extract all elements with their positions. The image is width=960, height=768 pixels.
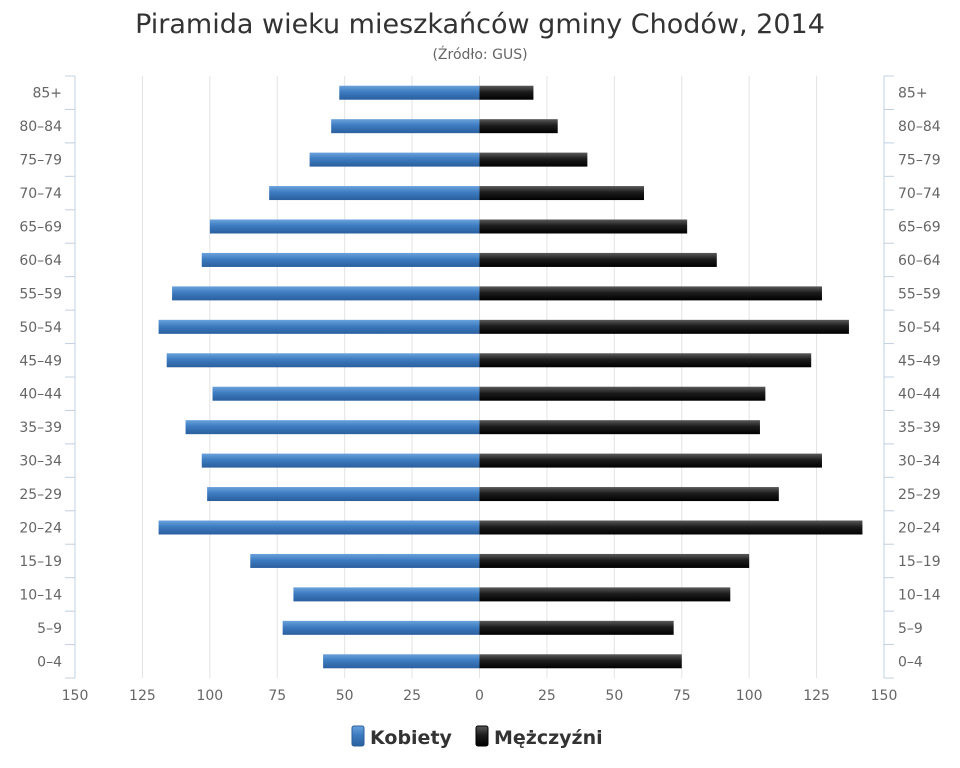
bars [158,85,863,669]
x-tick-label: 50 [605,688,623,704]
y-tick-label-left: 15–19 [19,554,62,570]
y-tick-label-left: 45–49 [19,353,62,369]
legend[interactable]: Kobiety Mężczyźni [351,725,603,749]
x-tick-label: 50 [336,688,354,704]
bar-women-40-44[interactable] [212,386,480,401]
y-tick-label-right: 0–4 [898,654,923,670]
y-tick-label-left: 30–34 [19,454,62,470]
bar-men-45-49[interactable] [479,353,812,368]
x-tick-label: 0 [475,688,484,704]
y-tick-label-right: 75–79 [898,153,941,169]
bar-men-10-14[interactable] [479,587,731,602]
y-tick-label-left: 10–14 [19,587,62,603]
y-tick-label-left: 75–79 [19,153,62,169]
y-tick-label-right: 70–74 [898,186,941,202]
bar-women-20-24[interactable] [158,520,480,535]
y-tick-label-right: 65–69 [898,220,941,236]
bar-women-70-74[interactable] [269,186,480,201]
y-tick-label-right: 10–14 [898,587,941,603]
bar-women-30-34[interactable] [201,453,480,468]
x-tick-label: 125 [129,688,156,704]
y-tick-label-right: 5–9 [898,621,923,637]
x-tick-label: 100 [736,688,763,704]
bar-men-65-69[interactable] [479,219,688,234]
bar-men-70-74[interactable] [479,186,644,201]
y-tick-label-right: 40–44 [898,387,941,403]
y-tick-label-left: 0–4 [37,654,62,670]
bar-women-55-59[interactable] [172,286,480,301]
bar-women-15-19[interactable] [250,553,480,568]
bar-men-15-19[interactable] [479,553,750,568]
bar-women-5-9[interactable] [282,620,480,635]
y-tick-label-right: 80–84 [898,119,941,135]
y-tick-label-right: 45–49 [898,353,941,369]
x-tick-label: 25 [538,688,556,704]
y-tick-label-right: 30–34 [898,454,941,470]
x-tick-label: 75 [268,688,286,704]
y-tick-label-left: 20–24 [19,521,62,537]
y-tick-label-right: 85+ [898,86,928,102]
bar-men-55-59[interactable] [479,286,822,301]
x-tick-label: 150 [871,688,898,704]
y-tick-label-right: 35–39 [898,420,941,436]
x-tick-label: 100 [196,688,223,704]
y-tick-label-right: 20–24 [898,521,941,537]
bar-men-20-24[interactable] [479,520,863,535]
y-tick-label-right: 60–64 [898,253,941,269]
y-tick-label-left: 80–84 [19,119,62,135]
axes [65,75,894,679]
bar-men-35-39[interactable] [479,420,760,435]
bar-women-25-29[interactable] [207,487,480,502]
y-tick-label-left: 35–39 [19,420,62,436]
y-tick-label-left: 25–29 [19,487,62,503]
y-tick-label-left: 55–59 [19,286,62,302]
bar-men-30-34[interactable] [479,453,822,468]
chart-title: Piramida wieku mieszkańców gminy Chodów,… [135,9,825,40]
legend-swatch-men[interactable] [475,725,489,747]
bar-women-60-64[interactable] [201,252,480,267]
y-tick-label-left: 85+ [32,86,62,102]
legend-swatch-women[interactable] [351,725,365,747]
bar-men-60-64[interactable] [479,252,717,267]
y-tick-label-left: 70–74 [19,186,62,202]
bar-men-40-44[interactable] [479,386,766,401]
bar-men-75-79[interactable] [479,152,588,167]
bar-women-65-69[interactable] [209,219,480,234]
bar-men-5-9[interactable] [479,620,674,635]
y-tick-label-left: 50–54 [19,320,62,336]
y-tick-label-right: 55–59 [898,286,941,302]
bar-men-50-54[interactable] [479,319,849,334]
tick-labels: 150 125 100 75 50 25 0 25 50 75 100 125 150 85+ 85+ 80–… [19,86,940,704]
y-tick-label-right: 25–29 [898,487,941,503]
bar-women-85+[interactable] [339,85,480,100]
y-tick-label-left: 60–64 [19,253,62,269]
bar-women-0-4[interactable] [323,654,480,669]
bar-women-10-14[interactable] [293,587,480,602]
bar-men-25-29[interactable] [479,487,779,502]
bar-women-80-84[interactable] [331,119,480,134]
y-tick-label-right: 50–54 [898,320,941,336]
chart-subtitle: (Źródło: GUS) [432,45,527,63]
y-tick-label-left: 65–69 [19,220,62,236]
bar-women-50-54[interactable] [158,319,480,334]
bar-men-80-84[interactable] [479,119,558,134]
y-tick-label-left: 40–44 [19,387,62,403]
x-tick-label: 125 [803,688,830,704]
x-tick-label: 25 [403,688,421,704]
bar-men-85+[interactable] [479,85,534,100]
bar-women-75-79[interactable] [309,152,480,167]
bar-women-45-49[interactable] [166,353,480,368]
bar-men-0-4[interactable] [479,654,682,669]
legend-label-women[interactable]: Kobiety [370,727,453,749]
x-tick-label: 150 [62,688,89,704]
legend-label-men[interactable]: Mężczyźni [494,727,603,749]
y-tick-label-left: 5–9 [37,621,62,637]
x-tick-label: 75 [673,688,691,704]
y-tick-label-right: 15–19 [898,554,941,570]
bar-women-35-39[interactable] [185,420,480,435]
